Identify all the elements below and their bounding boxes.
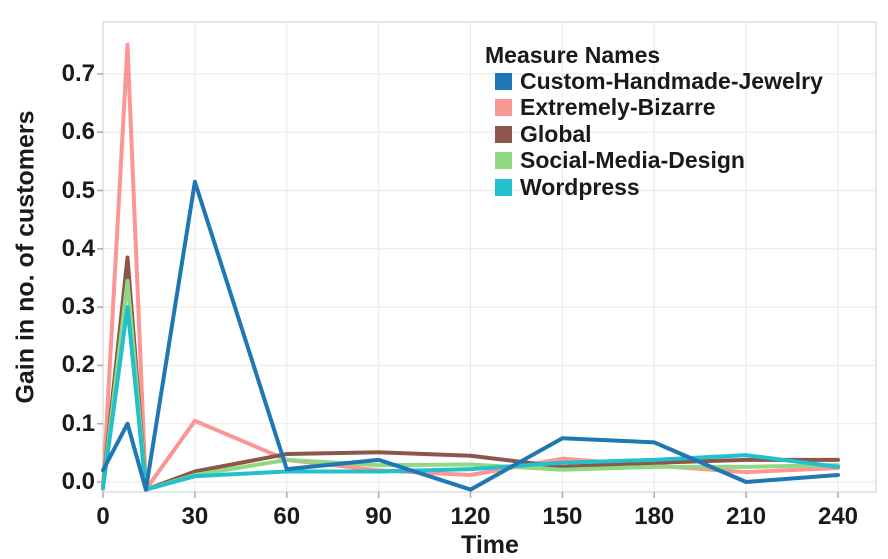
x-tick-label: 180 <box>634 503 675 530</box>
x-tick-label: 210 <box>726 503 767 530</box>
x-tick-label: 60 <box>273 503 301 530</box>
legend-item-global[interactable]: Global <box>485 121 823 148</box>
legend-item-label: Custom-Handmade-Jewelry <box>520 67 823 94</box>
legend-swatch-icon <box>495 99 512 117</box>
x-tick-label: 90 <box>365 503 392 530</box>
legend-item-wordpress[interactable]: Wordpress <box>485 174 823 201</box>
x-tick-label: 150 <box>542 503 583 530</box>
legend-swatch-icon <box>495 152 512 170</box>
y-tick-label: 0.5 <box>61 176 95 204</box>
y-tick-label: 0.2 <box>61 351 95 379</box>
x-tick-label: 240 <box>817 503 859 530</box>
legend-title: Measure Names <box>485 42 661 68</box>
y-tick-label: 0.1 <box>61 409 95 437</box>
legend-item-label: Wordpress <box>520 173 640 200</box>
legend-swatch-icon <box>495 125 512 143</box>
series-line-wordpress[interactable] <box>101 305 840 492</box>
x-tick-label: 30 <box>181 503 209 530</box>
legend-item-custom-handmade-jewelry[interactable]: Custom-Handmade-Jewelry <box>485 68 823 95</box>
y-tick-label: 0.0 <box>61 468 95 495</box>
y-tick-label: 0.7 <box>61 59 95 87</box>
x-axis-title: Time <box>461 531 519 559</box>
plot-border <box>102 21 877 493</box>
legend-swatch-icon <box>495 178 512 196</box>
y-tick-label: 0.6 <box>61 118 95 146</box>
legend: Measure Names Custom-Handmade-Jewelry Ext… <box>485 42 823 201</box>
legend-item-label: Social-Media-Design <box>520 147 745 174</box>
y-tick-label: 0.3 <box>61 293 95 321</box>
legend-item-social-media-design[interactable]: Social-Media-Design <box>485 148 823 175</box>
y-tick-label: 0.4 <box>61 234 95 262</box>
legend-item-label: Global <box>520 120 592 147</box>
x-tick-label: 0 <box>96 503 110 530</box>
series-line-custom-handmade-jewelry[interactable] <box>101 179 840 492</box>
legend-swatch-icon <box>495 72 512 90</box>
x-tick-label: 120 <box>450 503 491 530</box>
legend-item-label: Extremely-Bizarre <box>520 94 716 121</box>
legend-item-extremely-bizarre[interactable]: Extremely-Bizarre <box>485 95 823 122</box>
